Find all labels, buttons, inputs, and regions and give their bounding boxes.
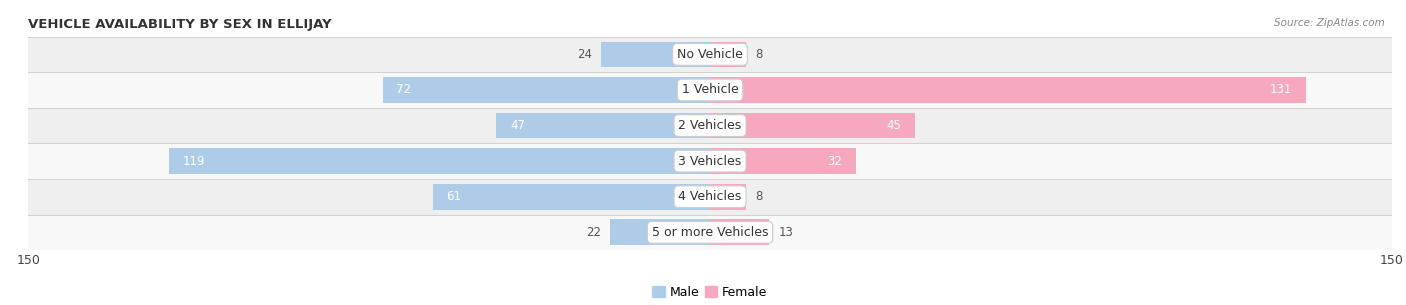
Text: 45: 45 (886, 119, 901, 132)
Bar (496, 113, 710, 138)
Bar (710, 220, 769, 245)
Text: 72: 72 (396, 84, 412, 96)
Text: 24: 24 (576, 48, 592, 61)
Text: 13: 13 (779, 226, 793, 239)
Text: VEHICLE AVAILABILITY BY SEX IN ELLIJAY: VEHICLE AVAILABILITY BY SEX IN ELLIJAY (28, 18, 332, 31)
Bar (710, 113, 915, 138)
Bar (433, 184, 710, 210)
Text: 22: 22 (586, 226, 600, 239)
Legend: Male, Female: Male, Female (648, 281, 772, 304)
Text: 131: 131 (1270, 84, 1292, 96)
Bar (28, 108, 1392, 143)
Text: 47: 47 (510, 119, 524, 132)
Text: 4 Vehicles: 4 Vehicles (679, 190, 741, 203)
Text: No Vehicle: No Vehicle (678, 48, 742, 61)
Bar (169, 148, 710, 174)
Bar (710, 148, 855, 174)
Text: Source: ZipAtlas.com: Source: ZipAtlas.com (1274, 18, 1385, 28)
Text: 61: 61 (446, 190, 461, 203)
Text: 2 Vehicles: 2 Vehicles (679, 119, 741, 132)
Text: 8: 8 (755, 190, 763, 203)
Text: 3 Vehicles: 3 Vehicles (679, 155, 741, 168)
Bar (28, 214, 1392, 250)
Text: 5 or more Vehicles: 5 or more Vehicles (652, 226, 768, 239)
Text: 8: 8 (755, 48, 763, 61)
Bar (610, 220, 710, 245)
Text: 1 Vehicle: 1 Vehicle (682, 84, 738, 96)
Bar (28, 37, 1392, 72)
Bar (28, 143, 1392, 179)
Bar (710, 41, 747, 67)
Text: 32: 32 (827, 155, 842, 168)
Bar (710, 77, 1306, 103)
Bar (28, 72, 1392, 108)
Bar (710, 184, 747, 210)
Bar (382, 77, 710, 103)
Text: 119: 119 (183, 155, 205, 168)
Bar (600, 41, 710, 67)
Bar (28, 179, 1392, 214)
